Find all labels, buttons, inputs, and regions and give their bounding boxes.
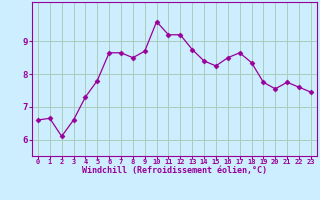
X-axis label: Windchill (Refroidissement éolien,°C): Windchill (Refroidissement éolien,°C) [82,166,267,175]
